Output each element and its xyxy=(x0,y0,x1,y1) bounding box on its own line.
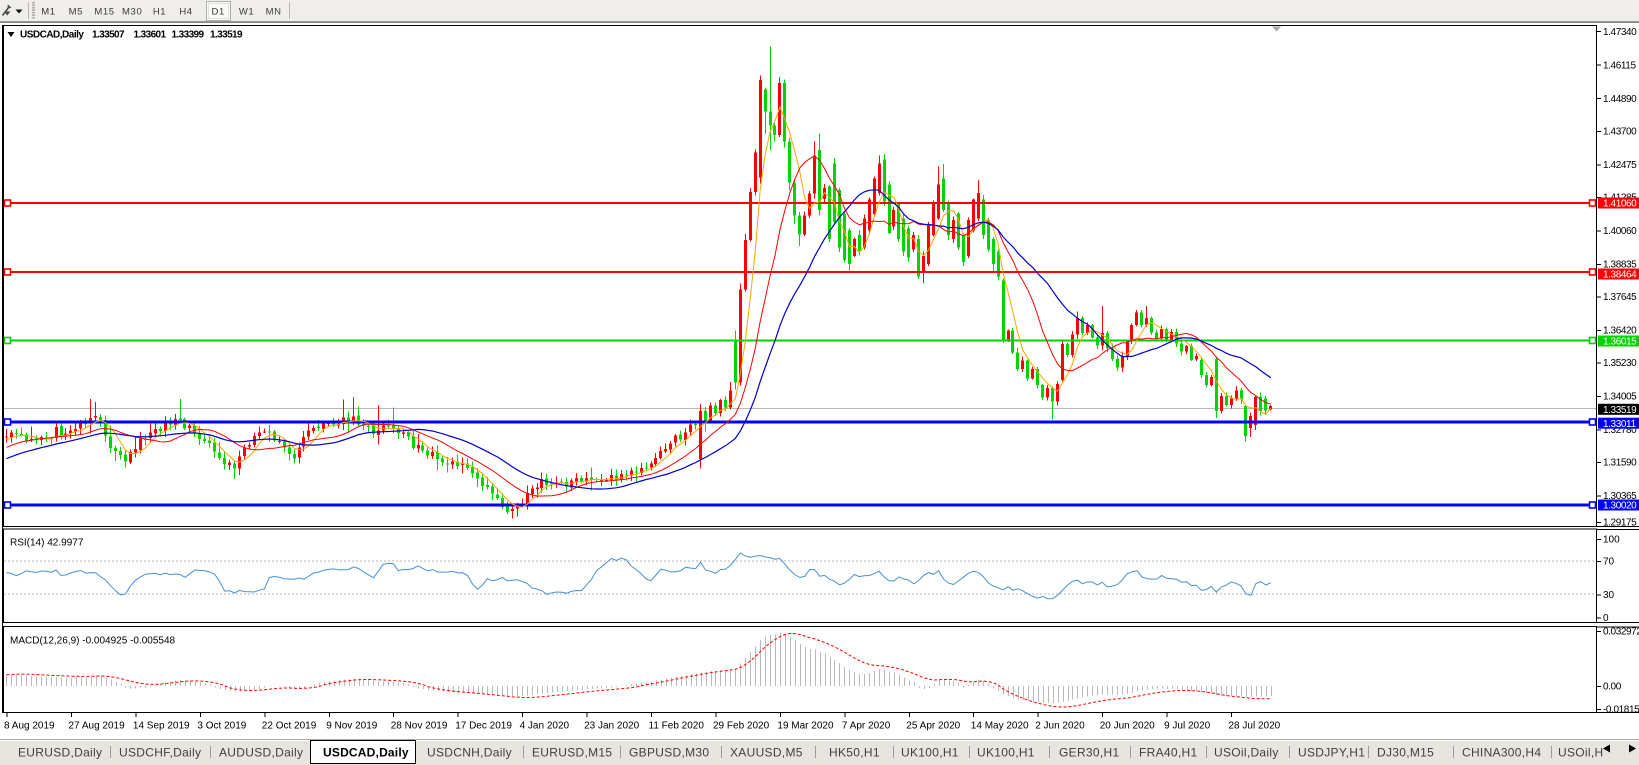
svg-text:1.33399: 1.33399 xyxy=(172,29,205,40)
svg-text:H4: H4 xyxy=(179,7,192,18)
svg-text:8 Aug 2019: 8 Aug 2019 xyxy=(4,720,55,731)
svg-text:20 Jun 2020: 20 Jun 2020 xyxy=(1100,720,1155,731)
svg-text:H1: H1 xyxy=(153,7,166,18)
svg-text:USDCHF,Daily: USDCHF,Daily xyxy=(119,745,201,759)
svg-text:W1: W1 xyxy=(239,7,254,18)
svg-text:25 Apr 2020: 25 Apr 2020 xyxy=(906,720,960,731)
svg-text:23 Jan 2020: 23 Jan 2020 xyxy=(584,720,639,731)
svg-text:RSI(14) 42.9977: RSI(14) 42.9977 xyxy=(10,538,84,549)
svg-text:1.46115: 1.46115 xyxy=(1603,60,1636,71)
svg-text:1.38464: 1.38464 xyxy=(1603,270,1637,281)
svg-text:1.33519: 1.33519 xyxy=(210,29,243,40)
svg-text:MACD(12,26,9) -0.004925 -0.005: MACD(12,26,9) -0.004925 -0.005548 xyxy=(10,635,176,646)
svg-text:EURUSD,Daily: EURUSD,Daily xyxy=(18,745,102,759)
svg-text:1.33011: 1.33011 xyxy=(1603,419,1636,430)
svg-text:9 Jul 2020: 9 Jul 2020 xyxy=(1164,720,1211,731)
svg-text:USDCNH,Daily: USDCNH,Daily xyxy=(427,745,512,759)
svg-text:3 Oct 2019: 3 Oct 2019 xyxy=(197,720,246,731)
svg-text:1.35230: 1.35230 xyxy=(1603,358,1637,369)
svg-text:EURUSD,M15: EURUSD,M15 xyxy=(532,745,612,759)
svg-text:1.41060: 1.41060 xyxy=(1603,199,1637,210)
svg-text:28 Nov 2019: 28 Nov 2019 xyxy=(391,720,448,731)
svg-text:1.43700: 1.43700 xyxy=(1603,126,1637,137)
svg-text:1.40060: 1.40060 xyxy=(1603,226,1637,237)
svg-text:1.33507: 1.33507 xyxy=(92,29,125,40)
svg-text:14 Sep 2019: 14 Sep 2019 xyxy=(133,720,190,731)
svg-text:GBPUSD,M30: GBPUSD,M30 xyxy=(629,745,709,759)
svg-text:1.36015: 1.36015 xyxy=(1603,337,1637,348)
svg-text:1.34005: 1.34005 xyxy=(1603,392,1637,403)
svg-text:1.36420: 1.36420 xyxy=(1603,326,1637,337)
svg-text:USOil,H: USOil,H xyxy=(1558,745,1603,759)
svg-text:DJ30,M15: DJ30,M15 xyxy=(1377,745,1434,759)
svg-text:0.032972: 0.032972 xyxy=(1603,627,1639,638)
svg-text:29 Feb 2020: 29 Feb 2020 xyxy=(713,720,770,731)
svg-text:M5: M5 xyxy=(69,7,83,18)
svg-text:-0.018154: -0.018154 xyxy=(1603,705,1639,716)
svg-text:USDCAD,Daily: USDCAD,Daily xyxy=(323,745,409,759)
svg-text:27 Aug 2019: 27 Aug 2019 xyxy=(69,720,126,731)
svg-text:1.30020: 1.30020 xyxy=(1603,501,1637,512)
svg-text:9 Nov 2019: 9 Nov 2019 xyxy=(326,720,378,731)
svg-text:HK50,H1: HK50,H1 xyxy=(829,745,880,759)
svg-text:1.31590: 1.31590 xyxy=(1603,458,1637,469)
svg-text:1.33519: 1.33519 xyxy=(1603,405,1637,416)
svg-text:7 Apr 2020: 7 Apr 2020 xyxy=(842,720,891,731)
svg-text:FRA40,H1: FRA40,H1 xyxy=(1139,745,1197,759)
svg-text:1.33601: 1.33601 xyxy=(134,29,167,40)
svg-text:11 Feb 2020: 11 Feb 2020 xyxy=(649,720,705,731)
svg-text:1.29175: 1.29175 xyxy=(1603,518,1637,529)
svg-text:MN: MN xyxy=(266,7,282,18)
svg-text:UK100,H1: UK100,H1 xyxy=(977,745,1035,759)
svg-text:2 Jun 2020: 2 Jun 2020 xyxy=(1035,720,1085,731)
svg-text:D1: D1 xyxy=(212,7,225,18)
svg-text:USOil,Daily: USOil,Daily xyxy=(1214,745,1279,759)
svg-text:14 May 2020: 14 May 2020 xyxy=(971,720,1029,731)
svg-text:1.42475: 1.42475 xyxy=(1603,160,1637,171)
svg-text:22 Oct 2019: 22 Oct 2019 xyxy=(262,720,317,731)
svg-text:28 Jul 2020: 28 Jul 2020 xyxy=(1229,720,1281,731)
svg-text:1.32780: 1.32780 xyxy=(1603,425,1637,436)
svg-text:1.30365: 1.30365 xyxy=(1603,491,1637,502)
svg-text:1.38835: 1.38835 xyxy=(1603,260,1637,271)
svg-text:4 Jan 2020: 4 Jan 2020 xyxy=(520,720,570,731)
svg-text:XAUUSD,M5: XAUUSD,M5 xyxy=(730,745,803,759)
svg-text:1.47340: 1.47340 xyxy=(1603,27,1637,38)
svg-text:0.00: 0.00 xyxy=(1603,682,1622,693)
svg-text:0: 0 xyxy=(1603,613,1609,624)
svg-text:UK100,H1: UK100,H1 xyxy=(901,745,959,759)
svg-text:19 Mar 2020: 19 Mar 2020 xyxy=(777,720,834,731)
svg-text:M15: M15 xyxy=(94,7,114,18)
svg-text:USDJPY,H1: USDJPY,H1 xyxy=(1298,745,1365,759)
svg-text:AUDUSD,Daily: AUDUSD,Daily xyxy=(219,745,303,759)
svg-text:17 Dec 2019: 17 Dec 2019 xyxy=(455,720,512,731)
svg-text:70: 70 xyxy=(1603,557,1615,568)
svg-text:100: 100 xyxy=(1603,534,1620,545)
svg-text:M30: M30 xyxy=(122,7,142,18)
svg-text:USDCAD,Daily: USDCAD,Daily xyxy=(20,29,84,40)
svg-text:1.44890: 1.44890 xyxy=(1603,94,1637,105)
svg-text:30: 30 xyxy=(1603,590,1615,601)
svg-text:M1: M1 xyxy=(41,7,55,18)
svg-text:CHINA300,H4: CHINA300,H4 xyxy=(1462,745,1541,759)
svg-text:GER30,H1: GER30,H1 xyxy=(1059,745,1119,759)
svg-text:1.37645: 1.37645 xyxy=(1603,292,1637,303)
